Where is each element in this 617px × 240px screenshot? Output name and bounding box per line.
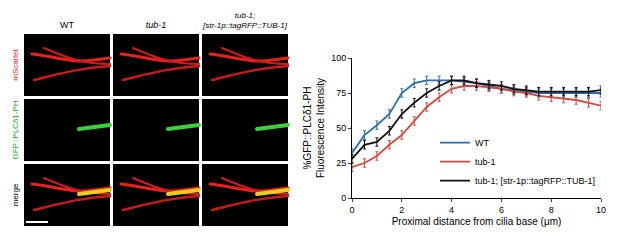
svg-text:6: 6 (499, 205, 504, 215)
svg-text:WT: WT (60, 20, 74, 30)
svg-text:4: 4 (449, 205, 454, 215)
svg-text:tub-1: tub-1 (475, 157, 496, 167)
svg-text:GFP::PLCδ1-PH: GFP::PLCδ1-PH (11, 100, 20, 159)
svg-text:tub-1: tub-1 (146, 20, 167, 30)
svg-text:50: 50 (336, 123, 346, 133)
svg-text:0: 0 (341, 193, 346, 203)
svg-text:100: 100 (331, 53, 346, 63)
svg-text:Proximal distance from cilia b: Proximal distance from cilia base (μm) (392, 216, 562, 227)
svg-text:0: 0 (349, 205, 354, 215)
svg-text:mScarlet: mScarlet (11, 48, 20, 80)
svg-text:10: 10 (596, 205, 606, 215)
svg-text:%GFP::PLCδ1-PHFluorescence Int: %GFP::PLCδ1-PHFluorescence Intensity (302, 78, 326, 178)
svg-text:WT: WT (475, 138, 489, 148)
svg-text:[str-1p::tagRFP::TUB-1]: [str-1p::tagRFP::TUB-1] (202, 21, 288, 30)
svg-text:25: 25 (336, 158, 346, 168)
svg-text:75: 75 (336, 88, 346, 98)
svg-text:2: 2 (399, 205, 404, 215)
svg-text:tub-1;: tub-1; (235, 11, 255, 20)
svg-text:merge: merge (11, 183, 20, 206)
svg-text:8: 8 (549, 205, 554, 215)
svg-text:tub-1; [str-1p::tagRFP::TUB-1]: tub-1; [str-1p::tagRFP::TUB-1] (475, 176, 595, 186)
